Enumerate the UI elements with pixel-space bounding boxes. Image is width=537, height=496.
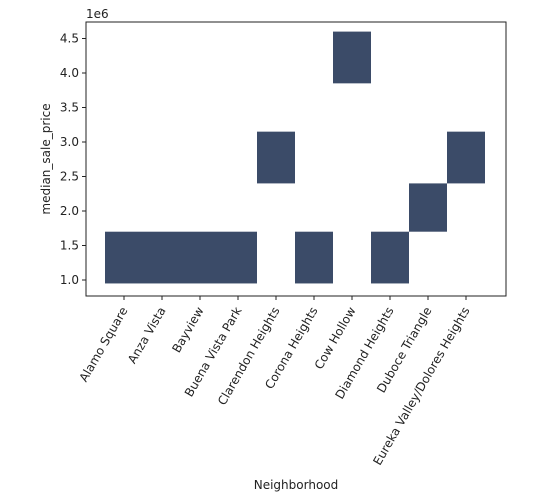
heatmap-cell-clarendon-heights [257,131,295,184]
x-axis-label: Neighborhood [254,478,339,492]
y-tick-label: 3.5 [60,101,79,115]
heatmap-cell-anza-vista [143,231,181,284]
x-tick-label-anza-vista: Anza Vista [125,305,169,366]
heatmap-cell-corona-heights [295,231,333,284]
heatmap-cell-alamo-square [105,231,143,284]
y-tick-label: 2.5 [60,170,79,184]
heatmap-cell-duboce-triangle [409,183,447,232]
y-tick-label: 1.0 [60,273,79,287]
y-tick-label: 1.5 [60,239,79,253]
y-tick-label: 3.0 [60,135,79,149]
heatmap-cell-eureka-valley-dolores-heights [447,131,485,184]
heatmap-cells [105,31,485,284]
y-tick-label: 2.0 [60,204,79,218]
heatmap-cell-diamond-heights [371,231,409,284]
heatmap-cell-bayview [181,231,219,284]
y-axis-label: median_sale_price [39,103,53,214]
y-tick-label: 4.0 [60,66,79,80]
heatmap-cell-buena-vista-park [219,231,257,284]
heatmap-cell-cow-hollow [333,31,371,84]
x-tick-label-alamo-square: Alamo Square [76,305,130,385]
x-tick-label-bayview: Bayview [169,304,206,355]
y-tick-label: 4.5 [60,32,79,46]
y-axis-ticks: 1.0 1.5 2.0 2.5 3.0 3.5 4.0 4.5 [60,32,86,287]
y-offset-label: 1e6 [86,7,109,21]
plot-frame [85,21,507,297]
